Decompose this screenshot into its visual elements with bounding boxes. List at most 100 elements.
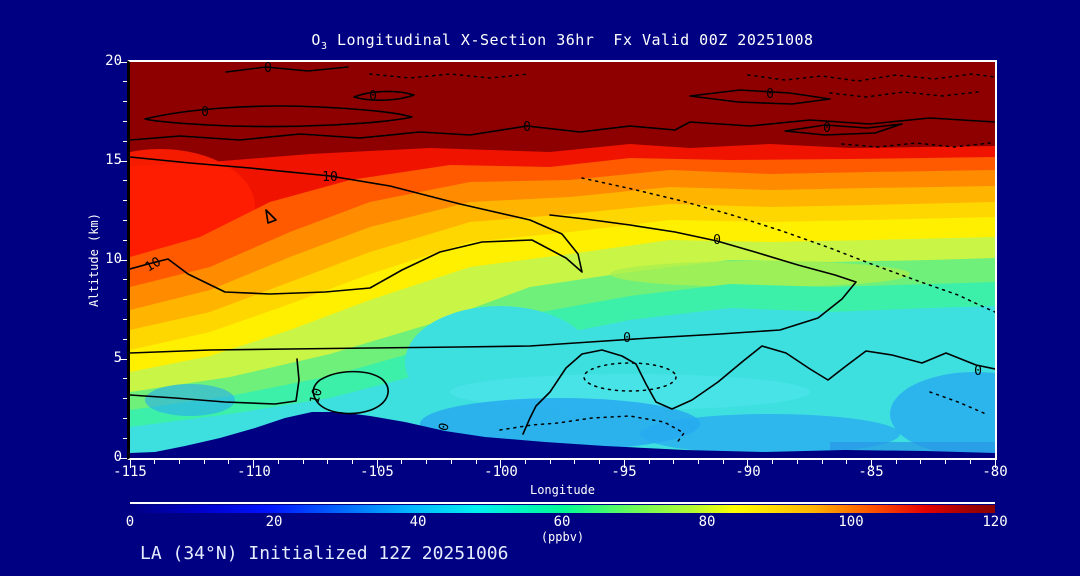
y-axis-tick — [123, 318, 127, 320]
y-axis-tick — [123, 140, 127, 142]
y-axis-tick — [123, 437, 127, 439]
contour-line — [689, 89, 831, 105]
x-axis-tick — [426, 460, 428, 464]
contour-label: 10 — [322, 170, 338, 185]
fill-patch — [610, 261, 910, 287]
contour-line — [130, 358, 300, 405]
y-tick-label: 20 — [105, 53, 122, 69]
contour-line — [144, 105, 413, 128]
y-tick-label: 0 — [113, 449, 122, 465]
x-axis-tick — [524, 460, 526, 464]
x-axis-tick — [253, 460, 255, 468]
contour-line — [353, 90, 415, 101]
x-axis-tick — [945, 460, 947, 464]
y-axis-tick — [123, 398, 127, 400]
colorbar-tick-label: 0 — [125, 514, 135, 530]
y-axis-tick — [119, 259, 127, 261]
x-axis-tick — [920, 460, 922, 464]
y-axis-tick — [123, 120, 127, 122]
contour-line — [265, 209, 277, 224]
x-axis-tick — [376, 460, 378, 468]
contour-lines-dotted — [369, 73, 995, 445]
contour-line-dotted — [581, 177, 995, 313]
y-axis-tick — [123, 338, 127, 340]
title-text: Longitudinal X-Section 36hr Fx Valid 00Z… — [327, 31, 814, 49]
contour-label: 0 — [974, 364, 982, 379]
contour-label: 0 — [766, 87, 774, 102]
contour-label: 0 — [523, 120, 531, 135]
y-axis-tick — [119, 160, 127, 162]
x-axis-tick — [969, 460, 971, 464]
x-axis-tick — [500, 460, 502, 468]
x-axis-tick — [870, 460, 872, 468]
x-axis-tick — [129, 460, 131, 468]
x-axis-tick — [351, 460, 353, 464]
fill-patch — [420, 398, 700, 450]
colorbar-tick-label: 120 — [982, 514, 1008, 530]
contour-fill-bands — [130, 62, 995, 458]
y-axis-label: Altitude (km) — [87, 213, 101, 307]
plot-frame — [127, 60, 997, 460]
y-tick-label: 15 — [105, 152, 122, 168]
contour-lines-solid — [130, 66, 995, 435]
y-axis-tick — [123, 279, 127, 281]
x-tick-label: -105 — [360, 464, 394, 480]
colorbar-units-label: (ppbv) — [540, 530, 585, 544]
x-axis-tick — [475, 460, 477, 464]
y-axis-tick — [119, 61, 127, 63]
page-title: O3 Longitudinal X-Section 36hr Fx Valid … — [130, 31, 995, 52]
colorbar-tick-label: 40 — [409, 514, 427, 530]
x-tick-label: -100 — [484, 464, 518, 480]
contour-line-dotted — [583, 362, 677, 392]
x-axis-tick — [401, 460, 403, 464]
run-info-caption: LA (34°N) Initialized 12Z 20251006 — [140, 543, 509, 564]
contour-label: 10 — [143, 255, 164, 276]
terrain-silhouette — [130, 412, 995, 458]
colorbar-tick-label: 20 — [265, 514, 283, 530]
contour-line — [784, 123, 903, 136]
colorbar — [130, 505, 995, 513]
contour-label: 0 — [713, 233, 721, 248]
x-axis-tick — [549, 460, 551, 464]
contour-line — [130, 117, 995, 141]
contour-label: 0 — [823, 121, 831, 136]
x-tick-label: -80 — [982, 464, 1008, 480]
contour-label: 0 — [369, 89, 377, 104]
y-tick-label: 5 — [113, 350, 122, 366]
contour-label: 10 — [307, 387, 326, 406]
y-axis-tick — [123, 81, 127, 83]
x-axis-tick — [327, 460, 329, 464]
title-species-subscript: 3 — [320, 41, 328, 52]
y-axis-tick — [123, 200, 127, 202]
x-axis-tick — [673, 460, 675, 464]
contour-line-dotted — [747, 73, 995, 82]
x-axis-tick — [450, 460, 452, 464]
x-axis-tick — [178, 460, 180, 464]
contour-line — [225, 66, 349, 73]
contour-line — [312, 370, 389, 415]
fill-patch — [890, 372, 995, 456]
x-axis-tick — [796, 460, 798, 464]
colorbar-top-line — [130, 502, 995, 504]
x-axis-tick — [228, 460, 230, 464]
x-axis-tick — [599, 460, 601, 464]
x-axis-tick — [722, 460, 724, 464]
y-tick-label: 10 — [105, 251, 122, 267]
x-tick-label: -95 — [611, 464, 637, 480]
y-axis-tick — [119, 358, 127, 360]
y-axis-tick — [123, 180, 127, 182]
x-axis-tick — [648, 460, 650, 464]
contour-line — [130, 214, 857, 354]
x-axis-tick — [697, 460, 699, 464]
x-axis-tick — [772, 460, 774, 464]
y-axis-tick — [123, 299, 127, 301]
x-axis-tick — [747, 460, 749, 468]
contour-label: 0 — [623, 331, 631, 346]
x-tick-label: -90 — [735, 464, 761, 480]
x-tick-label: -110 — [237, 464, 271, 480]
title-species: O — [311, 31, 321, 49]
y-axis-tick — [123, 219, 127, 221]
contour-line — [522, 345, 995, 435]
x-axis-tick — [277, 460, 279, 464]
